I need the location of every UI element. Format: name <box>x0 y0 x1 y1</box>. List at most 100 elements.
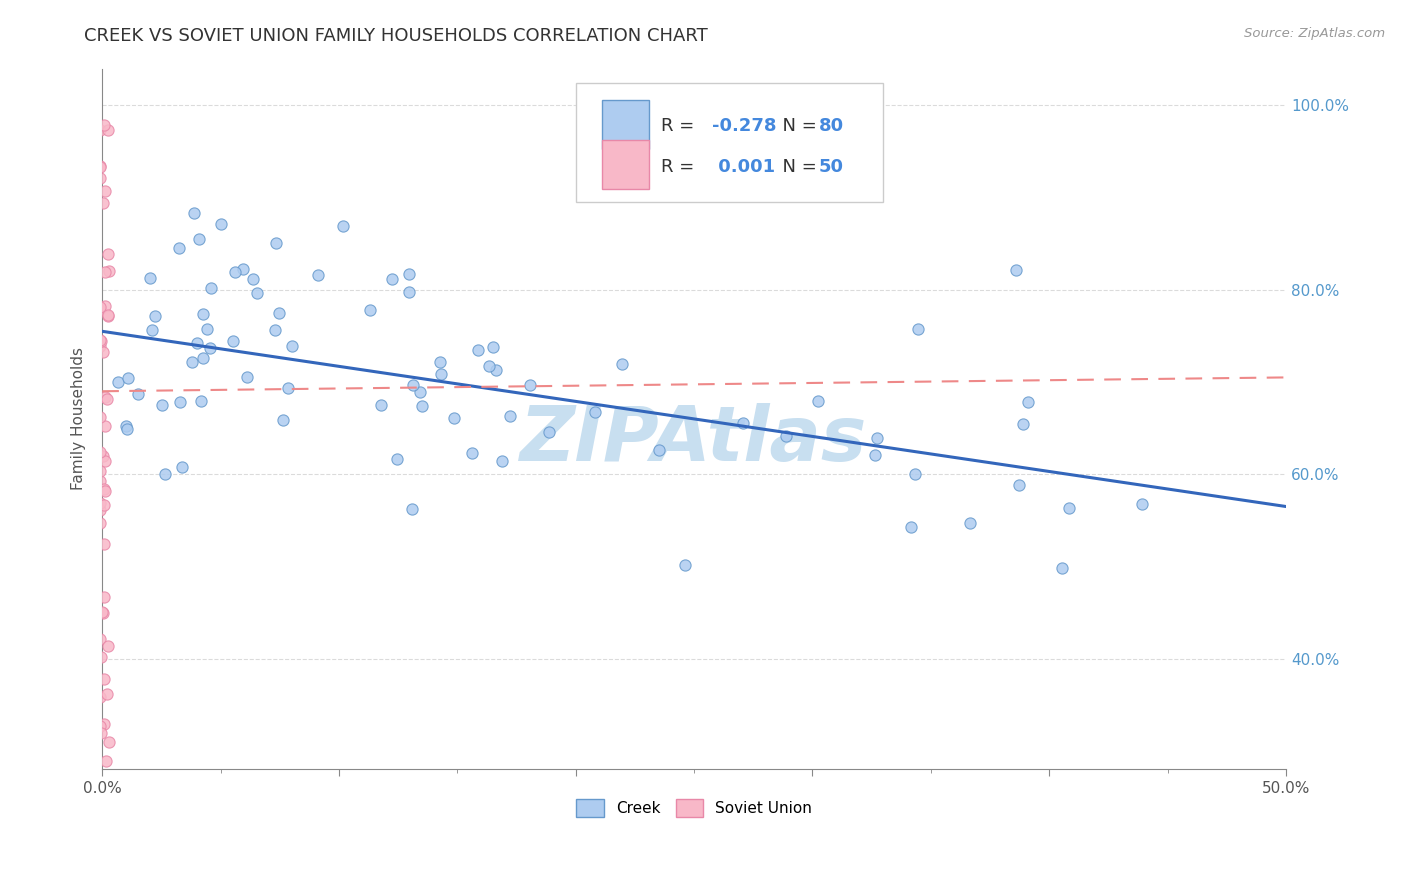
Point <box>499 409 522 424</box>
Point <box>443 411 465 425</box>
Point <box>107 375 129 389</box>
Point <box>94 419 117 434</box>
Point <box>93 590 115 604</box>
Point <box>94 754 117 768</box>
Point <box>269 306 291 320</box>
Point <box>93 265 115 279</box>
Point <box>1057 501 1080 516</box>
Point <box>190 394 212 409</box>
Point <box>97 247 120 261</box>
Point <box>93 345 115 359</box>
Text: R =: R = <box>661 158 700 176</box>
Point <box>89 333 111 347</box>
Point <box>93 195 115 210</box>
Point <box>90 649 112 664</box>
Point <box>775 429 797 443</box>
Point <box>90 334 112 348</box>
Point <box>93 118 115 132</box>
Point <box>180 355 202 369</box>
Point <box>195 322 218 336</box>
Point <box>97 264 120 278</box>
Point <box>117 371 139 385</box>
Point <box>93 537 115 551</box>
Point <box>307 268 329 282</box>
Point <box>97 639 120 653</box>
Point <box>281 339 304 353</box>
Point <box>733 417 755 431</box>
Point <box>411 399 433 413</box>
Point <box>94 390 117 404</box>
Point <box>648 442 671 457</box>
Point <box>246 286 269 301</box>
Point <box>89 123 111 137</box>
Point <box>264 235 287 250</box>
Point <box>461 446 484 460</box>
Point <box>187 232 209 246</box>
Point <box>381 271 404 285</box>
Point <box>89 464 111 478</box>
Text: 50: 50 <box>818 158 844 176</box>
Point <box>519 378 541 392</box>
Point <box>209 218 232 232</box>
Point <box>139 270 162 285</box>
Point <box>90 725 112 739</box>
Point <box>191 308 214 322</box>
Point <box>429 367 451 381</box>
Text: Source: ZipAtlas.com: Source: ZipAtlas.com <box>1244 27 1385 40</box>
Point <box>332 219 354 233</box>
Point <box>673 558 696 572</box>
Point <box>807 393 830 408</box>
Point <box>89 339 111 353</box>
Point <box>183 206 205 220</box>
Point <box>959 516 981 531</box>
Point <box>91 605 114 619</box>
Point <box>398 267 420 281</box>
Point <box>224 265 246 279</box>
Point <box>359 303 381 318</box>
Point <box>612 357 634 371</box>
Point <box>91 606 114 620</box>
Point <box>200 281 222 295</box>
Point <box>1017 394 1039 409</box>
Text: -0.278: -0.278 <box>711 117 776 135</box>
Point <box>93 672 115 686</box>
Point <box>96 687 118 701</box>
Point <box>191 351 214 366</box>
Point <box>97 308 120 322</box>
Text: 0.001: 0.001 <box>711 158 775 176</box>
Point <box>264 323 287 337</box>
Point <box>900 520 922 534</box>
Point <box>231 261 253 276</box>
Point <box>169 395 191 409</box>
Point <box>271 413 294 427</box>
Point <box>89 502 111 516</box>
Point <box>143 309 166 323</box>
Point <box>277 381 299 395</box>
Point <box>115 422 138 436</box>
Point <box>236 370 259 384</box>
Point <box>904 467 927 481</box>
Legend: Creek, Soviet Union: Creek, Soviet Union <box>568 792 820 825</box>
Point <box>89 160 111 174</box>
Point <box>127 387 149 401</box>
Point <box>96 392 118 406</box>
Point <box>866 431 889 445</box>
Point <box>401 502 423 516</box>
Point <box>94 185 117 199</box>
Point <box>89 170 111 185</box>
Point <box>94 299 117 313</box>
Point <box>198 342 221 356</box>
Point <box>97 122 120 136</box>
Point <box>89 496 111 510</box>
Point <box>89 632 111 646</box>
Point <box>167 241 190 255</box>
Point <box>114 418 136 433</box>
Text: ZIPAtlas: ZIPAtlas <box>520 403 868 477</box>
Point <box>94 484 117 499</box>
Point <box>482 340 505 354</box>
Point <box>91 449 114 463</box>
Point <box>907 321 929 335</box>
Point <box>485 363 508 377</box>
Point <box>1052 561 1074 575</box>
Point <box>93 482 115 496</box>
